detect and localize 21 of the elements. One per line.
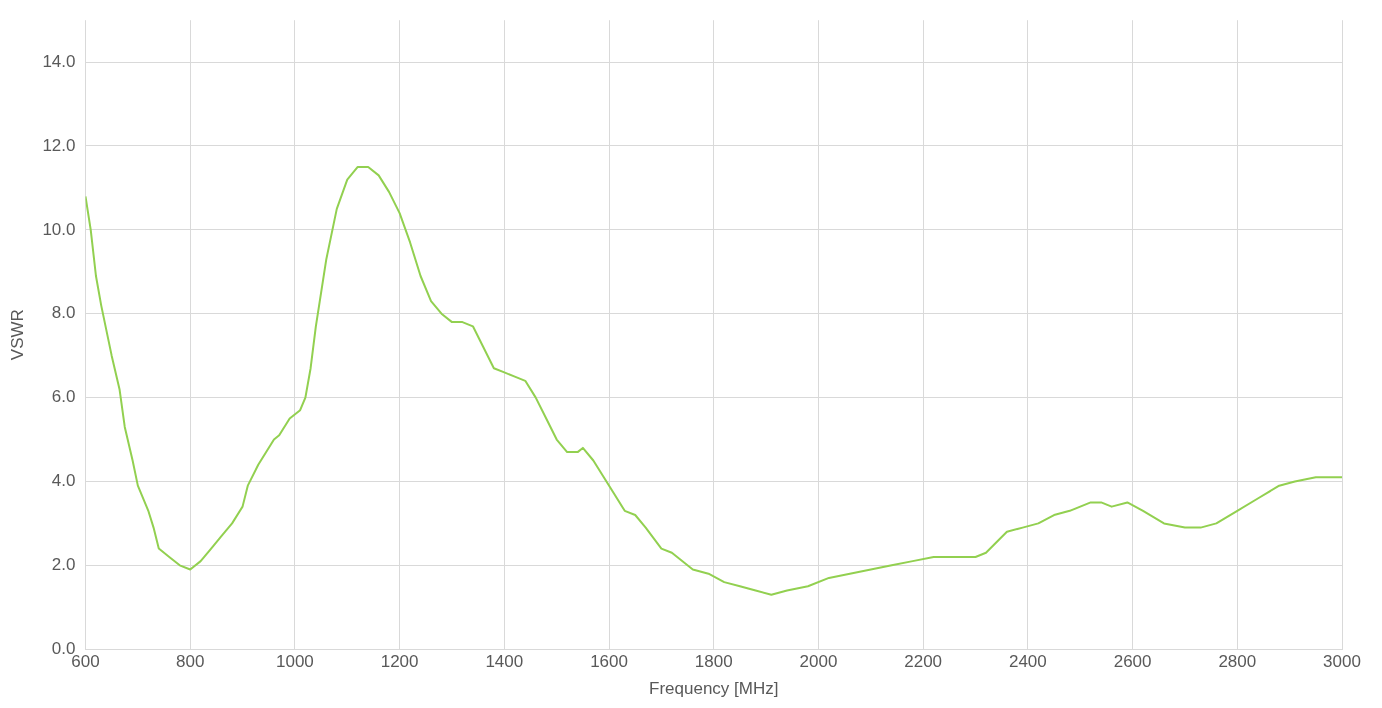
y-tick-label: 6.0 [51, 387, 76, 407]
y-tick-label: 10.0 [42, 219, 76, 239]
x-tick-label: 1200 [380, 652, 419, 672]
y-tick-label: 8.0 [51, 303, 76, 323]
y-tick-label: 4.0 [51, 471, 76, 491]
x-tick-label: 1000 [275, 652, 314, 672]
x-tick-label: 2800 [1218, 652, 1257, 672]
x-tick-label: 2600 [1113, 652, 1152, 672]
y-tick-label: 12.0 [42, 135, 76, 155]
y-tick-label: 2.0 [51, 555, 76, 575]
x-tick-label: 3000 [1323, 652, 1361, 672]
x-tick-label: 2000 [799, 652, 838, 672]
x-tick-label: 800 [176, 652, 205, 672]
x-axis-title: Frequency [MHz] [649, 679, 779, 699]
y-tick-label: 14.0 [42, 51, 76, 71]
x-tick-label: 1800 [694, 652, 733, 672]
x-tick-label: 1400 [485, 652, 524, 672]
x-tick-label: 2200 [904, 652, 943, 672]
x-tick-label: 1600 [590, 652, 628, 672]
y-axis-title: VSWR [7, 309, 27, 361]
x-tick-label: 2400 [1008, 652, 1047, 672]
